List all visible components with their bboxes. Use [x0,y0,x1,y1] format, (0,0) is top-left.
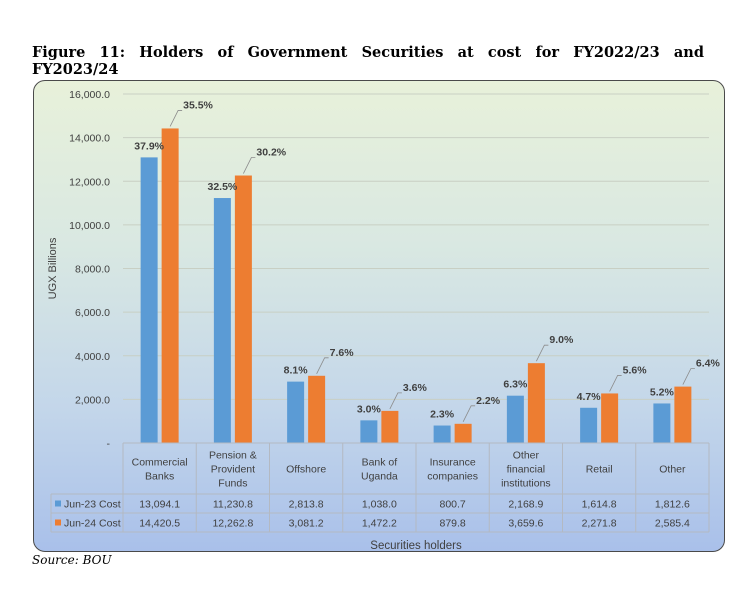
table-value: 2,585.4 [655,518,690,530]
share-label-jun23: 2.3% [430,409,455,421]
bar-jun23 [287,381,305,443]
bar-jun24 [601,393,619,443]
table-value: 879.8 [439,518,465,530]
category-label: Banks [145,471,174,483]
share-label-jun23: 4.7% [577,391,602,403]
share-label-jun23: 8.1% [284,365,309,377]
share-label-jun23: 3.0% [357,403,382,415]
category-label: Retail [586,464,613,476]
y-tick-label: 4,000.0 [75,351,110,363]
category-label: Provident [211,464,255,476]
table-value: 12,262.8 [212,518,253,530]
category-label: Insurance [430,457,476,469]
table-value: 1,038.0 [362,499,397,511]
y-tick-label: 2,000.0 [75,394,110,406]
share-label-jun24: 2.2% [476,395,501,407]
table-value: 3,081.2 [289,518,324,530]
bar-jun23 [360,420,378,443]
table-value: 800.7 [439,499,465,511]
share-label-jun24: 5.6% [623,364,648,376]
bar-chart: - 2,000.0 4,000.0 6,000.0 8,000.0 10,000.0 12,… [47,89,721,551]
category-label: Commercial [132,457,188,469]
bar-jun24 [381,410,399,443]
bar-jun23 [653,403,671,443]
share-leader-line [609,375,622,392]
legend-label-jun23: Jun-23 Cost [64,499,121,511]
category-label: Bank of [362,457,398,469]
y-tick-label: 12,000.0 [69,176,110,188]
table-value: 1,812.6 [655,499,690,511]
share-leader-line [389,392,402,410]
bar-jun23 [213,198,231,443]
figure-title: Figure 11: Holders of Government Securit… [32,44,704,78]
bar-jun24 [234,175,252,443]
table-value: 11,230.8 [213,499,253,511]
share-label-jun24: 30.2% [256,147,286,159]
legend-swatch-jun24 [55,519,61,526]
share-label-jun24: 6.4% [696,358,721,370]
bar-jun23 [580,407,598,443]
source-note: Source: BOU [32,553,112,567]
category-label: institutions [501,478,551,490]
share-label-jun23: 5.2% [650,386,675,398]
bar-jun23 [506,395,524,443]
category-label: Other [659,464,686,476]
legend-swatch-jun23 [55,500,61,507]
bar-jun24 [454,423,472,443]
share-leader-line [169,110,183,127]
share-label-jun24: 9.0% [549,334,574,346]
share-label-jun23: 32.5% [207,181,237,193]
y-tick-label: 10,000.0 [69,220,110,232]
y-tick-label: 8,000.0 [75,264,110,276]
table-value: 1,614.8 [582,499,617,511]
table-value: 14,420.5 [139,518,180,530]
bar-jun24 [674,386,692,443]
x-axis-title: Securities holders [370,540,462,551]
share-label-jun23: 37.9% [134,140,164,152]
bar-jun24 [527,363,545,443]
table-value: 2,813.8 [289,499,324,511]
category-label: Other [513,450,540,462]
table-value: 13,094.1 [139,499,180,511]
y-tick-label: 16,000.0 [69,89,110,101]
bar-jun23 [140,157,158,443]
chart-area: - 2,000.0 4,000.0 6,000.0 8,000.0 10,000.0 12,… [33,80,725,552]
category-label: Offshore [286,464,326,476]
share-label-jun24: 35.5% [183,99,213,111]
share-leader-line [243,157,256,174]
category-label: companies [427,471,478,483]
share-label-jun24: 3.6% [403,382,428,394]
share-leader-line [316,357,329,374]
category-label: Pension & [209,450,257,462]
bar-jun24 [161,128,179,443]
table-value: 3,659.6 [508,518,543,530]
category-label: financial [507,464,546,476]
share-label-jun23: 6.3% [503,379,528,391]
y-tick-label: 6,000.0 [75,307,110,319]
y-tick-label: - [107,438,111,450]
y-axis-title: UGX Billions [47,237,59,299]
share-leader-line [536,344,549,362]
table-value: 1,472.2 [362,518,397,530]
table-value: 2,271.8 [582,518,617,530]
category-label: Uganda [361,471,398,483]
share-leader-line [462,405,476,422]
y-tick-label: 14,000.0 [69,133,110,145]
share-leader-line [682,368,695,385]
share-label-jun24: 7.6% [330,347,355,359]
table-value: 2,168.9 [508,499,543,511]
legend-label-jun24: Jun-24 Cost [64,518,121,530]
category-label: Funds [218,478,247,490]
bar-jun23 [433,425,451,443]
bar-jun24 [308,375,326,443]
